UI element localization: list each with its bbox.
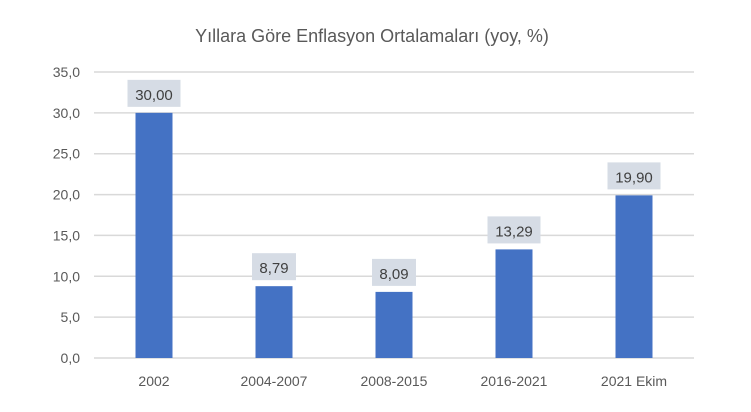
y-tick-label: 5,0 [61,309,81,325]
x-tick-label: 2008-2015 [361,373,428,389]
y-tick-label: 30,0 [53,105,80,121]
bar [375,291,413,358]
y-tick-label: 10,0 [53,268,80,284]
x-tick-label: 2016-2021 [481,373,548,389]
data-label: 13,29 [495,223,533,240]
bar [495,249,533,358]
y-tick-label: 15,0 [53,227,80,243]
x-tick-label: 2004-2007 [241,373,308,389]
data-label: 30,00 [135,87,173,104]
data-label: 8,79 [259,260,288,277]
data-label-box [252,253,296,281]
x-tick-label: 2021 Ekim [601,373,667,389]
chart-title: Yıllara Göre Enflasyon Ortalamaları (yoy… [195,26,549,46]
data-label: 19,90 [615,169,653,186]
data-label-box [372,258,416,286]
y-tick-label: 0,0 [61,350,81,366]
y-tick-label: 20,0 [53,187,80,203]
x-axis: 2002 2004-2007 2008-2015 2016-2021 2021 Ekim [138,373,667,389]
x-tick-label: 2002 [138,373,169,389]
bars: 30,00 8,79 8,09 13,29 19,90 [127,79,661,358]
data-label-box [487,216,541,244]
y-axis: 0,0 5,0 10,0 15,0 20,0 25,0 30,0 35,0 [53,64,80,366]
data-label: 8,09 [379,266,408,283]
data-label-box [607,162,661,190]
bar [135,112,173,358]
y-tick-label: 25,0 [53,146,80,162]
data-label-box [127,79,181,107]
bar [615,195,653,358]
y-tick-label: 35,0 [53,64,80,80]
bar [255,286,293,358]
